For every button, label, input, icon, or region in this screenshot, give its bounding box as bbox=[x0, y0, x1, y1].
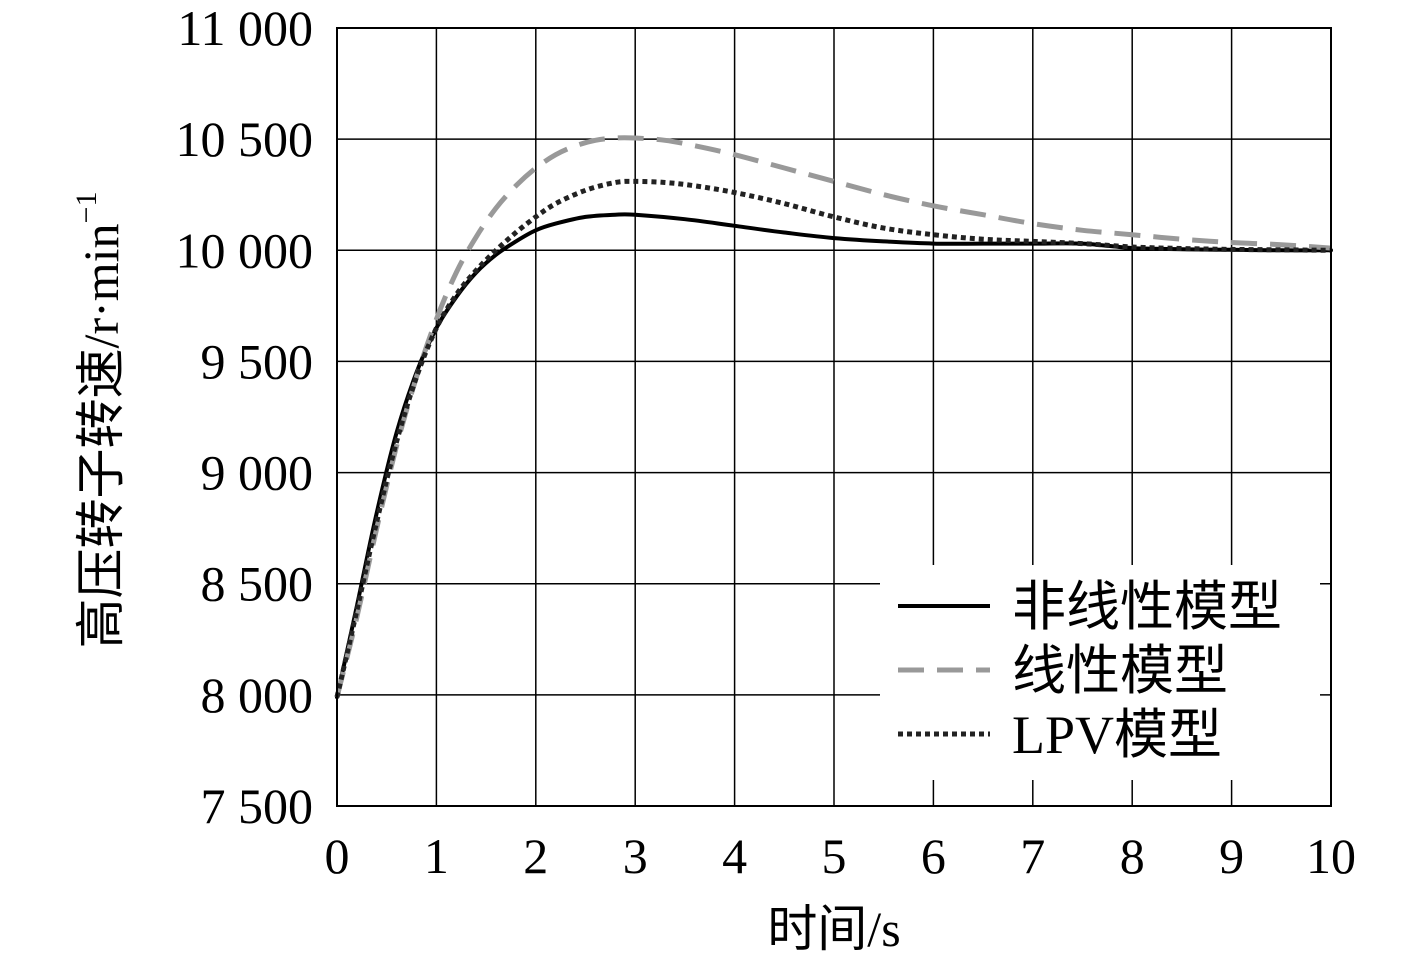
y-axis-label-superscript: −1 bbox=[70, 192, 103, 224]
x-tick-label: 5 bbox=[822, 828, 847, 884]
y-tick-label: 8 000 bbox=[201, 667, 314, 723]
y-axis-tick-labels: 7 500 8 000 8 500 9 000 9 500 10 000 10 500 11 … bbox=[176, 0, 314, 834]
y-tick-label: 9 500 bbox=[201, 333, 314, 389]
legend-label-0: 非线性模型 bbox=[1012, 577, 1282, 637]
y-axis-label: 高压转子转速/r·min−1 bbox=[70, 192, 129, 649]
legend-label-2: LPV模型 bbox=[1012, 705, 1222, 765]
y-tick-label: 9 000 bbox=[201, 445, 314, 501]
x-tick-label: 9 bbox=[1219, 828, 1244, 884]
y-tick-label: 11 000 bbox=[177, 0, 313, 56]
x-axis-label: 时间/s bbox=[767, 901, 900, 957]
legend-label-1: 线性模型 bbox=[1012, 641, 1228, 701]
x-tick-label: 0 bbox=[325, 828, 350, 884]
series-lines bbox=[334, 135, 1333, 700]
y-tick-label: 10 500 bbox=[176, 111, 314, 167]
x-tick-label: 6 bbox=[921, 828, 946, 884]
x-tick-label: 1 bbox=[424, 828, 449, 884]
x-tick-label: 8 bbox=[1120, 828, 1145, 884]
y-tick-label: 8 500 bbox=[201, 556, 314, 612]
x-tick-label: 7 bbox=[1020, 828, 1045, 884]
x-tick-label: 10 bbox=[1306, 828, 1356, 884]
x-tick-label: 3 bbox=[623, 828, 648, 884]
x-tick-label: 2 bbox=[523, 828, 548, 884]
y-tick-label: 10 000 bbox=[176, 222, 314, 278]
y-tick-label: 7 500 bbox=[201, 778, 314, 834]
x-axis-tick-labels: 0 1 2 3 4 5 6 7 8 9 10 bbox=[325, 828, 1357, 884]
y-axis-label-main: 高压转子转速/r·min bbox=[73, 223, 129, 648]
x-tick-label: 4 bbox=[722, 828, 747, 884]
plot-frame bbox=[336, 27, 1332, 807]
series-line-2 bbox=[334, 178, 1332, 698]
